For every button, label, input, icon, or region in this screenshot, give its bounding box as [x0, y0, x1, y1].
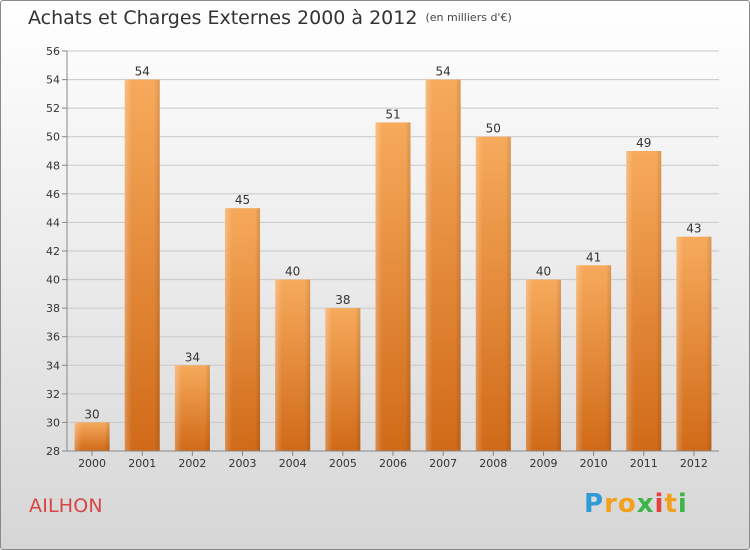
- y-tick-label: 34: [46, 359, 60, 372]
- bar-shading: [425, 79, 461, 452]
- y-tick-label: 46: [46, 188, 60, 201]
- bar-shading: [124, 79, 160, 452]
- y-tick-label: 56: [46, 45, 60, 58]
- chart-subtitle: (en milliers d'€): [425, 11, 512, 24]
- bar-shading: [275, 279, 311, 451]
- bar-shading: [576, 265, 612, 451]
- x-tick-label: 2008: [479, 457, 507, 470]
- y-tick-label: 36: [46, 331, 60, 344]
- y-tick-label: 54: [46, 74, 60, 87]
- y-tick-label: 48: [46, 159, 60, 172]
- y-tick-label: 28: [46, 445, 60, 458]
- x-tick-label: 2011: [630, 457, 658, 470]
- x-tick-label: 2005: [329, 457, 357, 470]
- bar-shading: [626, 151, 662, 451]
- y-tick-label: 42: [46, 245, 60, 258]
- bar-value-label: 34: [185, 350, 200, 364]
- x-tick-label: 2006: [379, 457, 407, 470]
- bar-value-label: 50: [486, 122, 501, 136]
- bar-value-label: 51: [385, 107, 400, 121]
- commune-name: AILHON: [29, 495, 103, 517]
- bar-shading: [225, 208, 261, 451]
- x-tick-label: 2002: [178, 457, 206, 470]
- y-tick-label: 44: [46, 216, 60, 229]
- bar-shading: [74, 422, 110, 451]
- bar-value-label: 30: [84, 407, 99, 421]
- chart-title-line: Achats et Charges Externes 2000 à 2012 (e…: [28, 7, 512, 29]
- bar-value-label: 43: [686, 222, 701, 236]
- x-tick-label: 2010: [580, 457, 608, 470]
- x-tick-label: 2003: [229, 457, 257, 470]
- chart-title: Achats et Charges Externes 2000 à 2012: [28, 7, 418, 29]
- bar-shading: [375, 122, 411, 451]
- x-tick-label: 2012: [680, 457, 708, 470]
- bar-value-label: 45: [235, 193, 250, 207]
- y-tick-label: 38: [46, 302, 60, 315]
- bar-shading: [174, 365, 210, 451]
- y-tick-label: 32: [46, 388, 60, 401]
- x-tick-label: 2009: [529, 457, 557, 470]
- bar-value-label: 40: [536, 265, 551, 279]
- bar-value-label: 54: [436, 65, 451, 79]
- bar-value-label: 38: [335, 293, 350, 307]
- bar-shading: [325, 308, 361, 451]
- bar-value-label: 49: [636, 136, 651, 150]
- x-tick-label: 2001: [128, 457, 156, 470]
- y-tick-label: 30: [46, 416, 60, 429]
- y-tick-label: 50: [46, 131, 60, 144]
- y-tick-label: 40: [46, 274, 60, 287]
- bar-value-label: 40: [285, 265, 300, 279]
- bar-shading: [475, 136, 511, 451]
- bar-value-label: 41: [586, 250, 601, 264]
- proxiti-logo: Proxiti: [584, 489, 688, 519]
- x-tick-label: 2000: [78, 457, 106, 470]
- x-tick-label: 2007: [429, 457, 457, 470]
- bar-shading: [676, 236, 712, 451]
- x-tick-label: 2004: [279, 457, 307, 470]
- y-tick-label: 52: [46, 102, 60, 115]
- bar-value-label: 54: [135, 65, 150, 79]
- bar-shading: [525, 279, 561, 451]
